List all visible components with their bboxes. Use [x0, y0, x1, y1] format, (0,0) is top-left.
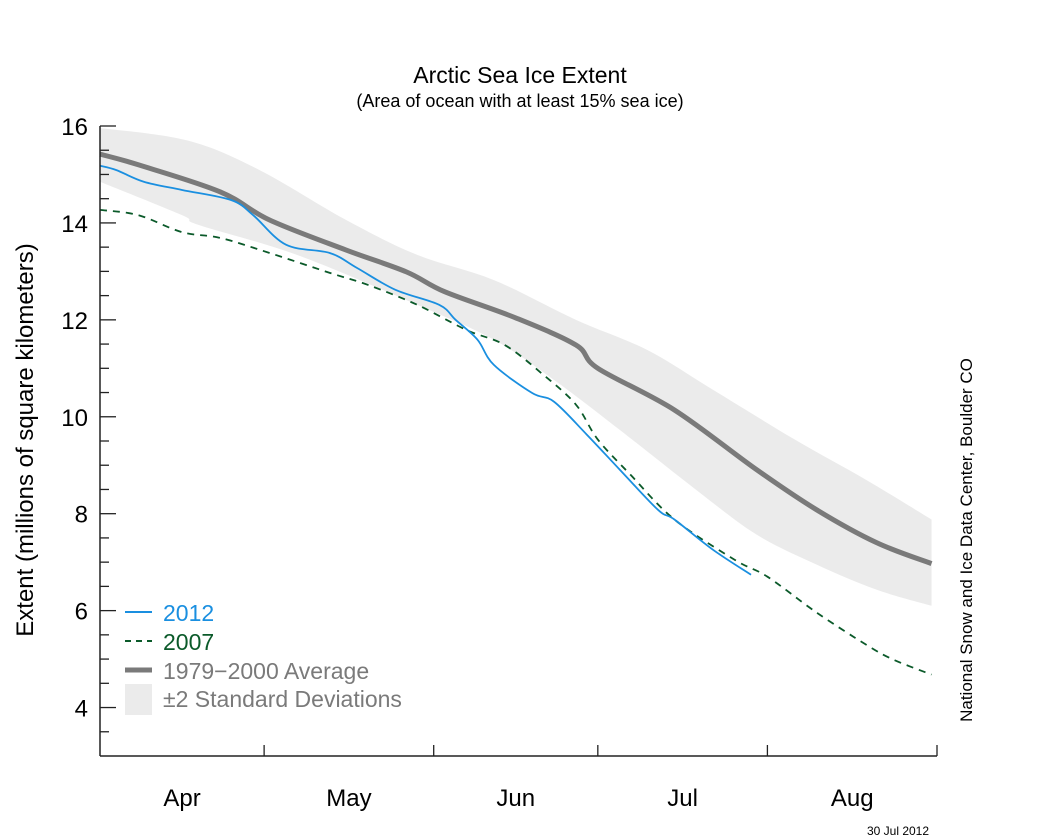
axes: 4 6 8 10 12 14 16 Apr May Jun Jul Aug: [61, 114, 938, 812]
x-tick-label-apr: Apr: [163, 785, 200, 812]
chart-title: Arctic Sea Ice Extent: [413, 62, 627, 88]
date-stamp: 30 Jul 2012: [867, 824, 929, 838]
x-tick-label-jun: Jun: [496, 785, 535, 812]
legend-label-average: 1979−2000 Average: [163, 658, 369, 684]
x-tick-label-may: May: [326, 785, 371, 812]
legend-label-2012: 2012: [163, 600, 214, 626]
legend-swatch-band: [125, 684, 152, 715]
y-tick-label: 16: [61, 114, 88, 141]
legend-label-2007: 2007: [163, 629, 214, 655]
y-tick-label: 14: [61, 211, 88, 238]
y-tick-label: 6: [75, 599, 88, 626]
legend: 2012 2007 1979−2000 Average ±2 Standard …: [125, 600, 402, 715]
y-axis-label: Extent (millions of square kilometers): [12, 243, 39, 636]
y-tick-label: 4: [75, 696, 88, 723]
y-tick-label: 10: [61, 405, 88, 432]
credit-text: National Snow and Ice Data Center, Bould…: [957, 358, 976, 722]
series-2007-line: [99, 208, 932, 676]
plot-area: [99, 127, 933, 676]
legend-label-band: ±2 Standard Deviations: [163, 686, 402, 712]
series-2012-line: [99, 164, 752, 576]
y-tick-label: 12: [61, 308, 88, 335]
std-dev-band: [100, 127, 932, 606]
y-tick-label: 8: [75, 502, 88, 529]
x-tick-label-aug: Aug: [831, 785, 874, 812]
series-average-line: [99, 151, 933, 566]
chart-subtitle: (Area of ocean with at least 15% sea ice…: [356, 91, 683, 111]
x-tick-label-jul: Jul: [667, 785, 698, 812]
